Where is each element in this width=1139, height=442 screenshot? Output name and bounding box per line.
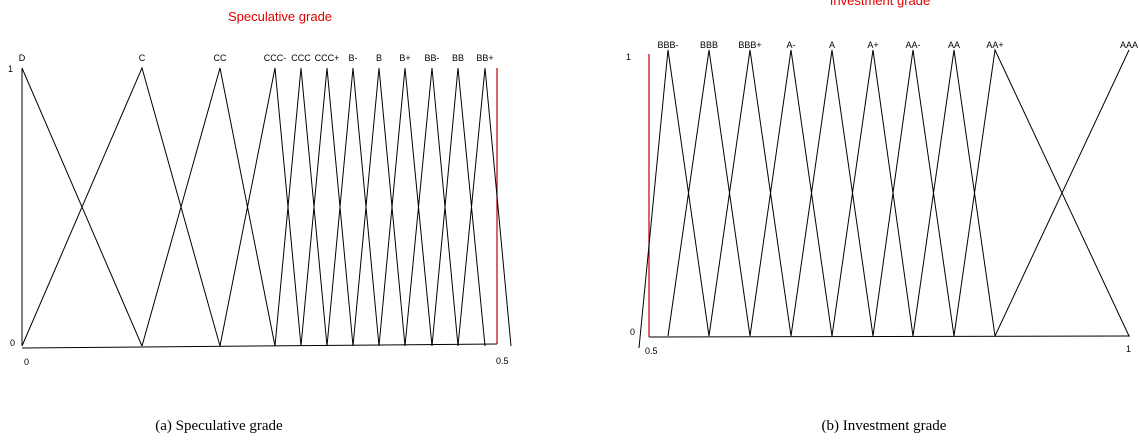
membership-function-bbplus <box>457 67 512 347</box>
membership-function-bbbminus <box>638 49 710 349</box>
panel-speculative: Speculative grade 1 0 0 0.5 D C CC CCC- CCC C… <box>8 9 512 367</box>
term-label: B <box>376 53 382 63</box>
caption-a: (a) Speculative grade <box>155 418 283 434</box>
membership-function-bb <box>431 67 486 347</box>
term-label: BBB- <box>657 40 678 50</box>
panel-a-y-bottom-label: 0 <box>10 338 15 348</box>
term-label: CCC- <box>264 53 287 63</box>
membership-function-aaa <box>994 49 1130 337</box>
panel-a-x-axis <box>21 343 498 349</box>
membership-function-bminus <box>326 67 380 347</box>
membership-function-cccplus <box>300 67 354 347</box>
term-label: BB+ <box>476 53 493 63</box>
term-label: A+ <box>867 40 878 50</box>
membership-function-aplus <box>831 49 914 337</box>
term-label: AA+ <box>986 40 1003 50</box>
membership-function-ccc <box>274 67 328 347</box>
term-label: CCC <box>291 53 311 63</box>
term-label: CCC+ <box>315 53 340 63</box>
panel-a-y-top-label: 1 <box>8 64 13 74</box>
term-label: A- <box>787 40 796 50</box>
term-label: BBB <box>700 40 718 50</box>
term-label: AAA <box>1120 40 1138 50</box>
panel-b-y-bottom-label: 0 <box>630 327 635 337</box>
term-label: BB <box>452 53 464 63</box>
term-label: B+ <box>399 53 410 63</box>
panel-a-title: Speculative grade <box>228 9 332 24</box>
term-label: BBB+ <box>738 40 761 50</box>
caption-b: (b) Investment grade <box>822 418 947 434</box>
membership-function-bbbplus <box>708 49 792 337</box>
panel-b-y-top-label: 1 <box>626 52 631 62</box>
panel-b-x-left-label: 0.5 <box>645 346 658 356</box>
membership-function-bbminus <box>404 67 459 347</box>
term-label: CC <box>214 53 227 63</box>
term-label: BB- <box>424 53 439 63</box>
panel-a-x-right-label: 0.5 <box>496 356 509 366</box>
term-label: D <box>19 53 26 63</box>
membership-function-aminus <box>749 49 833 337</box>
membership-function-a <box>790 49 874 337</box>
membership-function-bplus <box>378 67 433 347</box>
term-label: C <box>139 53 146 63</box>
membership-function-c <box>21 66 221 347</box>
membership-function-aaplus <box>953 48 1130 337</box>
membership-function-cc <box>141 67 276 347</box>
panel-b-x-axis <box>648 335 1131 338</box>
panel-investment: Investment grade 1 0 0.5 1 BBB- BBB BBB+ A-… <box>626 0 1138 356</box>
panel-b-title: Investment grade <box>830 0 930 8</box>
term-label: AA <box>948 40 960 50</box>
membership-function-aaminus <box>872 49 955 337</box>
membership-function-aa <box>912 49 996 337</box>
panel-b-x-right-label: 1 <box>1126 344 1131 354</box>
term-label: B- <box>349 53 358 63</box>
membership-function-cccminus <box>219 67 302 347</box>
term-label: AA- <box>905 40 920 50</box>
term-label: A <box>829 40 835 50</box>
membership-function-b <box>352 67 406 347</box>
panel-a-x-left-label: 0 <box>24 357 29 367</box>
membership-function-bbb <box>667 49 751 337</box>
